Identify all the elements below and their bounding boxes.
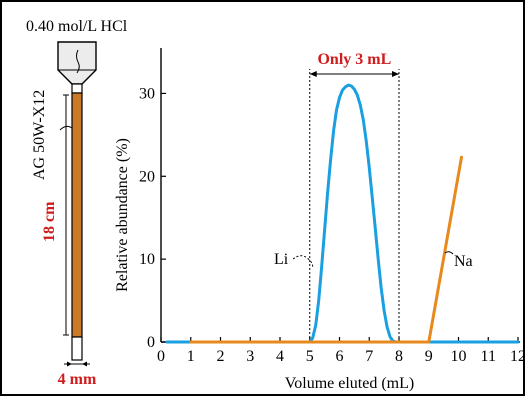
width-arrow-right (82, 361, 87, 367)
collection-window: Only 3 mL (309, 51, 400, 342)
label-layer: Li Na (274, 251, 473, 270)
column-schematic: 0.40 mol/L HCl AG 50W-X12 18 cm 4 mm (26, 18, 128, 388)
x-tick-label: 6 (336, 348, 344, 365)
resin-bed (71, 92, 83, 338)
series-li-leader (292, 255, 314, 268)
reservoir (57, 41, 97, 85)
window-arrow-left (309, 71, 317, 77)
length-label: 18 cm (41, 201, 58, 242)
window-arrow-right (392, 71, 399, 77)
x-tick-label: 7 (365, 348, 373, 365)
width-label: 4 mm (58, 371, 97, 388)
series-li-line (165, 83, 520, 344)
y-tick-label: 20 (139, 168, 155, 185)
reservoir-arrow (76, 49, 80, 74)
series-na-label: Na (454, 253, 473, 270)
x-tick-label: 9 (425, 348, 433, 365)
series-na-line (189, 155, 463, 344)
x-axis-label: Volume eluted (mL) (285, 375, 414, 392)
acid-label: 0.40 mol/L HCl (26, 18, 128, 35)
series-na-leader (444, 251, 454, 255)
x-tick-label: 1 (187, 348, 195, 365)
x-tick-label: 12 (510, 348, 525, 365)
x-tick-label: 0 (157, 348, 165, 365)
y-tick-label: 10 (139, 251, 155, 268)
x-tick-label: 3 (246, 348, 254, 365)
y-axis-label: Relative abundance (%) (114, 138, 131, 292)
resin-label: AG 50W-X12 (31, 90, 48, 180)
series-li-label: Li (274, 251, 289, 268)
x-tick-label: 8 (395, 348, 403, 365)
x-tick-label: 2 (217, 348, 225, 365)
x-tick-label: 10 (451, 348, 467, 365)
y-tick-label: 30 (139, 85, 155, 102)
x-tick-label: 4 (276, 348, 284, 365)
column-neck (71, 83, 83, 94)
x-tick-label: 11 (481, 348, 496, 365)
window-label: Only 3 mL (317, 51, 391, 68)
x-tick-label: 5 (306, 348, 314, 365)
series-layer (165, 83, 520, 344)
y-tick-label: 0 (147, 334, 155, 351)
column-tip (71, 336, 83, 361)
width-arrow-left (67, 361, 72, 367)
